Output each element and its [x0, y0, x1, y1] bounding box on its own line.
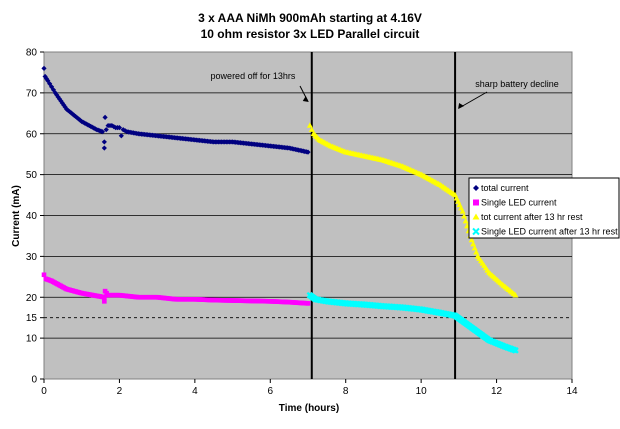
data-point [50, 87, 57, 93]
legend-marker [473, 199, 479, 206]
data-point [102, 114, 108, 120]
annotation-powered-off: powered off for 13hrs [211, 71, 296, 81]
y-tick-label: 0 [31, 375, 37, 386]
y-tick-label: 20 [26, 293, 38, 304]
data-point [462, 218, 469, 224]
y-axis-label: Current (mA) [11, 185, 22, 247]
x-tick-label: 12 [491, 386, 503, 397]
legend: total current Single LED current tot curre… [468, 177, 620, 239]
series-3 [306, 122, 519, 298]
data-point [101, 139, 107, 145]
legend-marker [472, 227, 480, 236]
legend-marker [472, 213, 480, 220]
data-point [459, 208, 466, 214]
legend-label: tot current after 13 hr rest [481, 212, 583, 222]
x-tick-label: 6 [268, 386, 274, 397]
data-point [116, 125, 123, 131]
data-point [461, 213, 468, 219]
y-tick-label: 40 [26, 211, 38, 222]
chart-title-line-1: 3 x AAA NiMh 900mAh starting at 4.16V [198, 11, 422, 25]
data-point [103, 127, 109, 133]
chart-title-line-2: 10 ohm resistor 3x LED Parallel circuit [201, 27, 420, 41]
data-point [468, 236, 475, 243]
x-tick-label: 10 [416, 386, 428, 397]
series-1 [41, 65, 311, 155]
y-tick-label: 70 [26, 88, 38, 99]
annotation-arrowhead [302, 96, 309, 102]
legend-label: Single LED current [481, 198, 557, 208]
x-tick-label: 8 [343, 386, 349, 397]
data-point [41, 272, 47, 278]
x-tick-label: 4 [192, 386, 198, 397]
data-point [470, 240, 477, 247]
legend-label: Single LED current after 13 hr rest [481, 227, 618, 237]
data-point [305, 301, 311, 306]
series-4 [306, 291, 519, 354]
data-point [101, 145, 107, 151]
reference-lines [44, 52, 572, 379]
annotation-sharp-decline: sharp battery decline [475, 79, 559, 89]
y-tick-label: 80 [26, 48, 38, 59]
data-point [512, 347, 519, 354]
y-tick-label: 30 [26, 252, 38, 263]
x-tick-label: 0 [41, 386, 47, 397]
data-point [471, 245, 478, 251]
data-point [118, 133, 124, 139]
data-point [306, 122, 313, 128]
x-tick-label: 2 [117, 386, 123, 397]
x-tick-label: 14 [566, 386, 578, 397]
data-point [473, 249, 480, 255]
data-point [70, 111, 76, 117]
y-tick-label: 10 [26, 334, 38, 345]
y-tick-label: 60 [26, 129, 38, 140]
data-point [305, 149, 311, 155]
legend-box [468, 177, 620, 239]
annotation-arrowhead [458, 103, 465, 109]
data-point [52, 90, 58, 96]
data-point [102, 299, 107, 304]
data-series [41, 65, 519, 354]
y-tick-label: 50 [26, 170, 38, 181]
data-point [41, 65, 47, 71]
legend-label: total current [481, 183, 529, 193]
x-axis-label: Time (hours) [279, 403, 339, 414]
data-point [102, 294, 107, 300]
data-point [59, 100, 65, 106]
y-axis-ticks: 0 10 15 20 30 40 50 60 70 80 [26, 48, 44, 386]
annotation-arrow [458, 91, 488, 109]
data-point [99, 129, 106, 135]
annotations: powered off for 13hrs sharp battery decli… [211, 71, 559, 109]
data-point [308, 126, 315, 132]
series-2 [41, 272, 311, 306]
data-point [512, 292, 519, 298]
y-tick-label: 15 [26, 313, 38, 324]
legend-marker [473, 185, 479, 191]
x-axis-ticks: 0 2 4 6 8 10 12 14 [41, 379, 578, 397]
